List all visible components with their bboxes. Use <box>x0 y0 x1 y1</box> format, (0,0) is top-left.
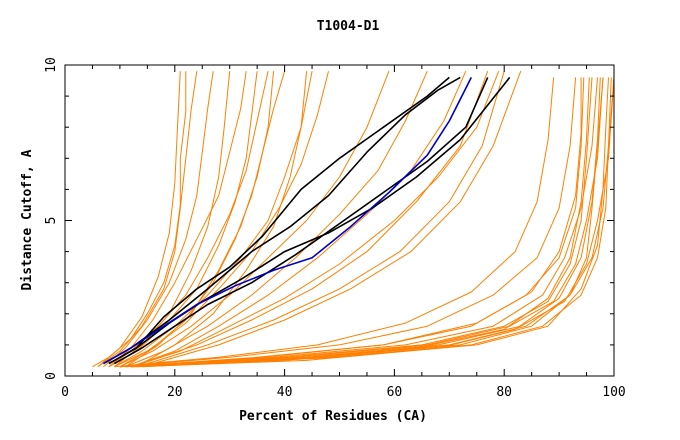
series-line-orange-9 <box>119 71 286 368</box>
series-line-orange-24 <box>119 77 598 368</box>
series-line-orange-1 <box>97 71 198 368</box>
y-tick-label: 10 <box>44 57 59 73</box>
series-line-black-35 <box>108 76 450 365</box>
series-line-orange-17 <box>152 71 522 365</box>
y-tick-label: 5 <box>44 217 59 225</box>
series-line-orange-13 <box>130 71 500 368</box>
x-tick-label: 20 <box>167 385 183 400</box>
series-line-orange-3 <box>97 71 181 368</box>
y-tick-label: 0 <box>44 372 59 380</box>
series-line-orange-14 <box>125 71 275 368</box>
series-line-orange-10 <box>108 71 247 368</box>
series-line-orange-12 <box>130 70 467 368</box>
series-line-orange-5 <box>108 71 258 368</box>
series-line-orange-8 <box>119 71 390 368</box>
series-line-orange-32 <box>114 77 555 368</box>
series-line-orange-27 <box>130 77 612 368</box>
x-tick-label: 40 <box>277 385 293 400</box>
series-line-orange-33 <box>125 77 582 368</box>
series-line-orange-30 <box>130 77 590 368</box>
y-axis-label: Distance Cutoff, A <box>20 149 35 290</box>
chart-title: T1004-D1 <box>317 19 380 34</box>
series-line-orange-31 <box>136 77 601 368</box>
x-tick-label: 80 <box>496 385 512 400</box>
series-layer <box>92 70 615 368</box>
x-tick-label: 0 <box>61 385 69 400</box>
series-line-orange-15 <box>141 71 489 365</box>
series-line-orange-4 <box>108 71 269 368</box>
series-line-orange-7 <box>114 71 329 368</box>
series-line-orange-29 <box>119 77 577 368</box>
series-line-orange-23 <box>130 77 615 368</box>
series-line-orange-21 <box>125 77 604 368</box>
x-tick-label: 60 <box>387 385 403 400</box>
x-axis-label: Percent of Residues (CA) <box>239 409 427 424</box>
series-line-black-36 <box>114 77 489 365</box>
series-line-black-34 <box>103 76 461 365</box>
series-line-orange-2 <box>103 71 214 368</box>
axes-layer: 0 20 40 60 80 100 0 5 10 <box>44 57 626 400</box>
series-line-orange-16 <box>147 71 505 365</box>
x-tick-label: 100 <box>602 385 625 400</box>
series-line-orange-20 <box>119 77 593 368</box>
series-line-blue-38 <box>103 77 473 365</box>
series-line-orange-18 <box>136 71 308 368</box>
series-line-orange-11 <box>125 70 428 368</box>
series-line-orange-22 <box>130 77 615 368</box>
series-line-black-37 <box>108 76 511 365</box>
